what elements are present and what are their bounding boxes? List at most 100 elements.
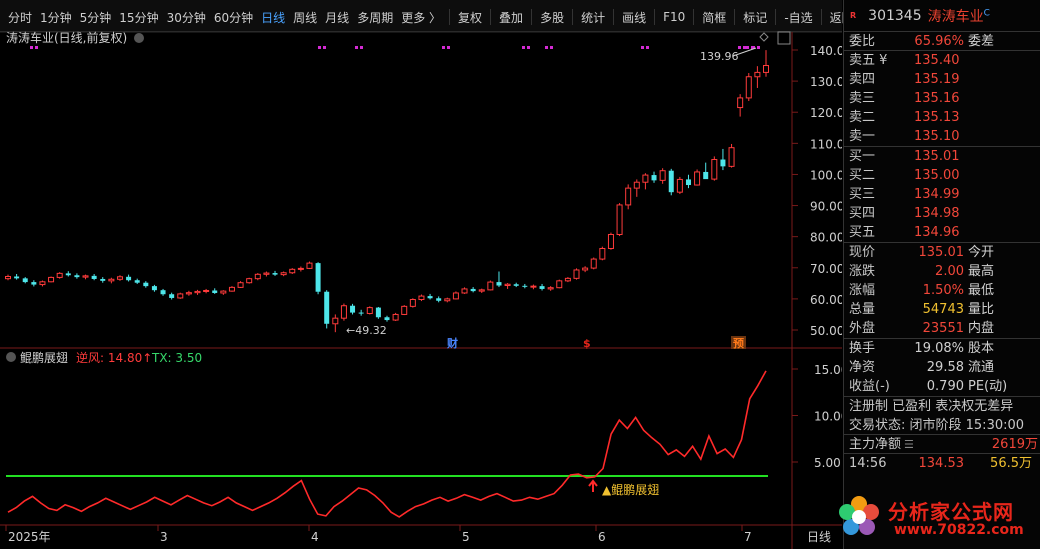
tool-button[interactable]: 画线 xyxy=(622,10,647,25)
y-tick-label: 90.00 xyxy=(810,200,842,214)
event-marker[interactable]: 预 xyxy=(733,336,744,350)
ask-level[interactable]: 卖一 135.10 xyxy=(844,127,1040,146)
expand-icon[interactable] xyxy=(777,31,791,45)
event-marker[interactable]: $ xyxy=(583,337,591,350)
kline-chart[interactable]: 涛涛车业(日线,前复权) 140.0 130.0 120.0 110.0 100.0 90.… xyxy=(0,0,842,549)
candle-body xyxy=(599,247,606,260)
ask-price: 135.10 xyxy=(914,129,960,144)
ask-level[interactable]: 卖三 135.16 xyxy=(844,89,1040,108)
period-tab[interactable]: 15分钟 xyxy=(119,10,159,25)
candle-body xyxy=(694,171,701,186)
main-net-row[interactable]: 主力净额 ☰ 2619万 xyxy=(844,435,1040,454)
tool-button[interactable]: 标记 xyxy=(743,10,768,25)
candle-body xyxy=(220,290,227,294)
ask-level[interactable]: 卖二 135.13 xyxy=(844,108,1040,127)
candle-body xyxy=(134,280,140,283)
ask-label: 卖二 xyxy=(849,110,876,125)
stat-label: 涨跌 xyxy=(849,264,876,279)
candle-body xyxy=(745,76,752,99)
watermark-title: 分析家公式网 xyxy=(888,500,1014,524)
candle-body xyxy=(427,296,433,299)
bid-price: 135.01 xyxy=(914,149,960,164)
tool-button[interactable]: F10 xyxy=(663,10,686,24)
signal-dot xyxy=(752,46,755,49)
stock-name[interactable]: 涛涛车业C xyxy=(927,7,990,25)
bid-price: 134.99 xyxy=(914,187,960,202)
event-marker-bg xyxy=(731,336,746,349)
diamond-icon[interactable] xyxy=(759,32,769,42)
period-tab[interactable]: 60分钟 xyxy=(213,10,254,25)
ask-label: 卖三 xyxy=(849,91,876,106)
period-tab[interactable]: 周线 xyxy=(293,10,318,25)
toolbar-divider xyxy=(654,9,656,25)
candle-body xyxy=(616,204,623,235)
toolbar-divider xyxy=(734,9,736,25)
toolbar-divider xyxy=(449,9,451,25)
stat-row: 涨跌 2.00 最高 xyxy=(844,262,1040,281)
candle-body xyxy=(676,178,683,193)
stat-label-2: 流通 xyxy=(968,360,995,375)
candle-body xyxy=(169,294,175,298)
period-tab[interactable]: 月线 xyxy=(325,10,350,25)
signal-dot xyxy=(757,46,760,49)
ask-level[interactable]: 卖五 ¥ 135.40 xyxy=(844,51,1040,70)
toolbar-divider xyxy=(613,9,615,25)
tool-button[interactable]: 多股 xyxy=(540,10,565,25)
list-icon[interactable]: ☰ xyxy=(904,437,914,451)
candle-body xyxy=(228,286,235,292)
stat-value: 135.01 xyxy=(918,245,965,260)
event-marker[interactable]: 财 xyxy=(446,336,458,350)
tool-button[interactable]: -自选 xyxy=(784,10,813,25)
indicator-dropdown-icon[interactable] xyxy=(6,352,16,362)
stat-label: 现价 xyxy=(849,245,876,260)
bid-label: 买五 xyxy=(849,225,876,240)
period-tab[interactable]: 更多 〉 xyxy=(401,10,442,25)
x-tick-label: 4 xyxy=(311,530,319,544)
title-dropdown-icon[interactable] xyxy=(134,33,144,43)
period-tab[interactable]: 多周期 xyxy=(357,10,394,25)
tool-button[interactable]: 复权 xyxy=(458,10,483,25)
stock-code[interactable]: 301345 xyxy=(868,7,922,24)
main-net-value: 2619万 xyxy=(991,436,1038,452)
bid-level[interactable]: 买一 135.01 xyxy=(844,147,1040,166)
candle-body xyxy=(340,305,347,319)
period-tab[interactable]: 日线 xyxy=(261,10,286,25)
candle-body xyxy=(668,170,674,193)
candle-body xyxy=(280,272,287,276)
candle-body xyxy=(297,267,304,270)
stat-label-2: PE(动) xyxy=(968,379,1008,394)
signal-dot xyxy=(738,46,741,49)
ask-book: 卖五 ¥ 135.40 卖四 135.19 卖三 135.16 卖二 135.13 卖一 135.… xyxy=(844,51,1040,147)
tool-button[interactable]: 叠加 xyxy=(499,10,524,25)
stat-value: 54743 xyxy=(922,302,964,317)
toolbar-divider xyxy=(490,9,492,25)
tool-button[interactable]: 统计 xyxy=(581,10,606,25)
bid-level[interactable]: 买二 135.00 xyxy=(844,166,1040,185)
candle-body xyxy=(185,292,192,295)
period-tab[interactable]: 30分钟 xyxy=(166,10,206,25)
tool-button[interactable]: 简框 xyxy=(702,10,727,25)
ask-level[interactable]: 卖四 135.19 xyxy=(844,70,1040,89)
candle-body xyxy=(48,276,55,283)
period-tab[interactable]: 5分钟 xyxy=(79,10,112,25)
candle-body xyxy=(625,187,632,206)
bid-level[interactable]: 买五 134.96 xyxy=(844,223,1040,242)
candle-body xyxy=(39,281,46,286)
period-tab[interactable]: 分时 xyxy=(8,10,33,25)
r-badge: R xyxy=(850,11,857,20)
candle-body xyxy=(306,262,313,269)
indicator-name: 鲲鹏展翅 xyxy=(20,350,68,365)
weibi-row: 委比 65.96% 委差 xyxy=(844,32,1040,51)
tick-time: 14:56 xyxy=(849,456,887,471)
stat-label: 涨幅 xyxy=(849,283,876,298)
period-tab[interactable]: 1分钟 xyxy=(40,10,72,25)
stat-value: 2.00 xyxy=(935,264,964,279)
ask-label: 卖五 ¥ xyxy=(849,53,888,68)
bid-level[interactable]: 买三 134.99 xyxy=(844,185,1040,204)
stat-label: 净资 xyxy=(849,360,876,375)
candle-body xyxy=(496,282,502,286)
candle-body xyxy=(556,280,563,289)
candle-body xyxy=(203,289,210,292)
bid-level[interactable]: 买四 134.98 xyxy=(844,204,1040,223)
candle-body xyxy=(703,171,709,180)
